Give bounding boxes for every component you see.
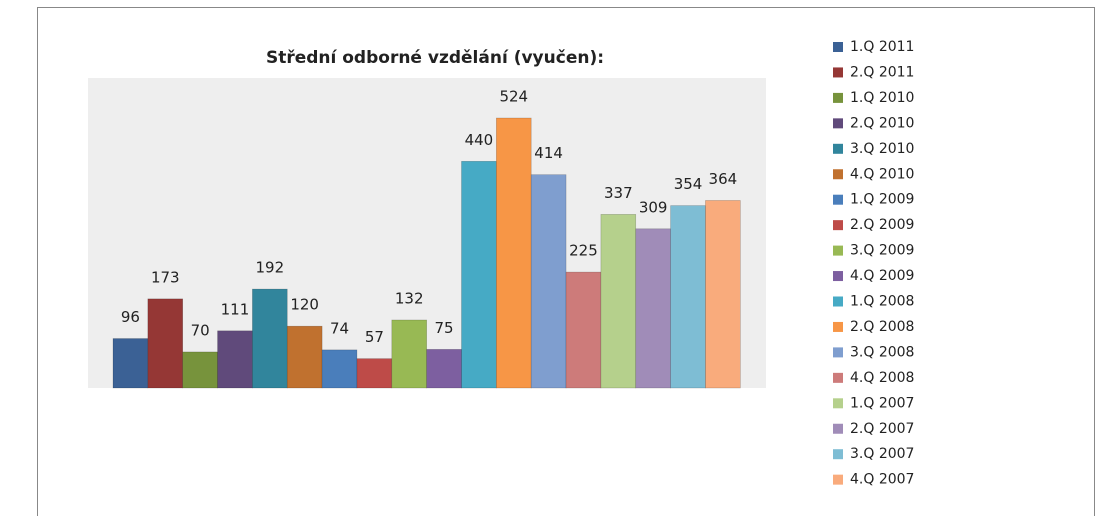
bar [147, 298, 184, 389]
bar [565, 271, 602, 389]
legend-label: 1.Q 2008 [850, 294, 914, 310]
legend-swatch [833, 347, 843, 358]
legend-swatch [833, 194, 843, 205]
legend-swatch [833, 372, 843, 383]
bar [252, 288, 288, 389]
bar [286, 325, 323, 389]
legend-swatch [833, 118, 843, 129]
legend-label: 1.Q 2011 [850, 39, 914, 55]
bar [217, 330, 253, 389]
bar [356, 358, 393, 389]
data-label: 132 [395, 289, 424, 307]
bar [635, 228, 671, 389]
data-label: 524 [499, 88, 528, 106]
data-label: 364 [709, 170, 738, 188]
legend-swatch [833, 271, 843, 282]
legend-swatch [833, 92, 843, 103]
data-label: 354 [674, 175, 703, 193]
data-label: 75 [435, 319, 454, 337]
legend-swatch [833, 296, 843, 307]
data-label: 337 [604, 184, 633, 202]
legend-label: 2.Q 2008 [850, 319, 914, 335]
legend-label: 2.Q 2010 [850, 115, 914, 131]
legend-swatch [833, 169, 843, 180]
legend-label: 4.Q 2009 [850, 268, 914, 284]
legend-label: 1.Q 2009 [850, 192, 914, 208]
data-label: 414 [534, 144, 563, 162]
bar [461, 160, 497, 389]
legend-label: 3.Q 2010 [850, 141, 914, 157]
bar [600, 214, 637, 389]
legend-swatch [833, 42, 843, 52]
chart-title: Střední odborné vzdělání (vyučen): [266, 48, 604, 68]
legend-label: 1.Q 2010 [850, 90, 914, 106]
data-label: 309 [639, 198, 668, 216]
legend-swatch [833, 245, 843, 256]
legend-swatch [833, 67, 843, 78]
legend-swatch [833, 449, 843, 460]
legend-label: 4.Q 2007 [850, 472, 914, 488]
bar [496, 117, 532, 389]
data-label: 70 [191, 321, 210, 339]
legend-label: 1.Q 2007 [850, 395, 914, 411]
legend-label: 3.Q 2009 [850, 243, 914, 259]
bar [426, 349, 462, 389]
data-label: 111 [221, 300, 250, 318]
data-label: 74 [330, 319, 349, 337]
legend-label: 2.Q 2009 [850, 217, 914, 233]
data-label: 440 [465, 131, 494, 149]
bar [321, 349, 358, 389]
legend-label: 3.Q 2008 [850, 344, 914, 360]
legend-swatch [833, 398, 843, 409]
legend-label: 2.Q 2011 [850, 64, 914, 80]
bar [112, 338, 149, 389]
legend-swatch [833, 474, 843, 485]
legend-label: 4.Q 2010 [850, 166, 914, 182]
legend-swatch [833, 423, 843, 434]
bar [530, 174, 567, 389]
legend-label: 4.Q 2008 [850, 370, 914, 386]
legend-swatch [833, 220, 843, 231]
bar [391, 319, 427, 389]
legend-swatch [833, 321, 843, 332]
data-label: 120 [290, 296, 319, 314]
data-label: 173 [151, 268, 180, 286]
data-label: 192 [256, 259, 285, 277]
bar [705, 200, 741, 389]
data-label: 57 [365, 328, 384, 346]
legend-swatch [833, 143, 843, 154]
data-label: 96 [121, 308, 140, 326]
legend-label: 2.Q 2007 [850, 421, 914, 437]
bar [670, 205, 706, 389]
bar [182, 351, 218, 389]
legend-label: 3.Q 2007 [850, 446, 914, 462]
data-label: 225 [569, 242, 598, 260]
